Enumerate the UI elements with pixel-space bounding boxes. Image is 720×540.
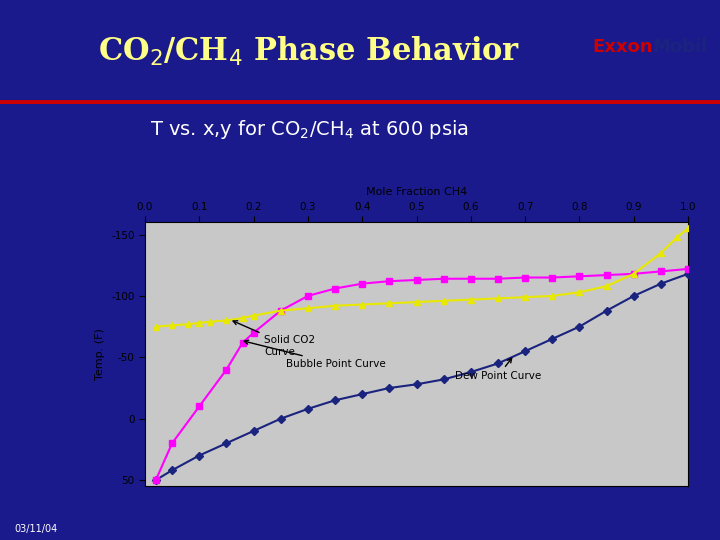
Text: Bubble Point Curve: Bubble Point Curve	[244, 340, 386, 369]
Text: T vs. x,y for CO$_2$/CH$_4$ at 600 psia: T vs. x,y for CO$_2$/CH$_4$ at 600 psia	[150, 118, 469, 141]
Text: 03/11/04: 03/11/04	[14, 524, 58, 534]
X-axis label: Mole Fraction CH4: Mole Fraction CH4	[366, 187, 467, 197]
Text: Mobil: Mobil	[652, 38, 708, 56]
Text: Exxon: Exxon	[592, 38, 652, 56]
Text: Solid CO2
Curve: Solid CO2 Curve	[233, 321, 315, 357]
Y-axis label: Temp. (F): Temp. (F)	[96, 328, 105, 380]
Text: CO$_2$/CH$_4$ Phase Behavior: CO$_2$/CH$_4$ Phase Behavior	[99, 35, 521, 68]
Text: Dew Point Curve: Dew Point Curve	[454, 358, 541, 381]
